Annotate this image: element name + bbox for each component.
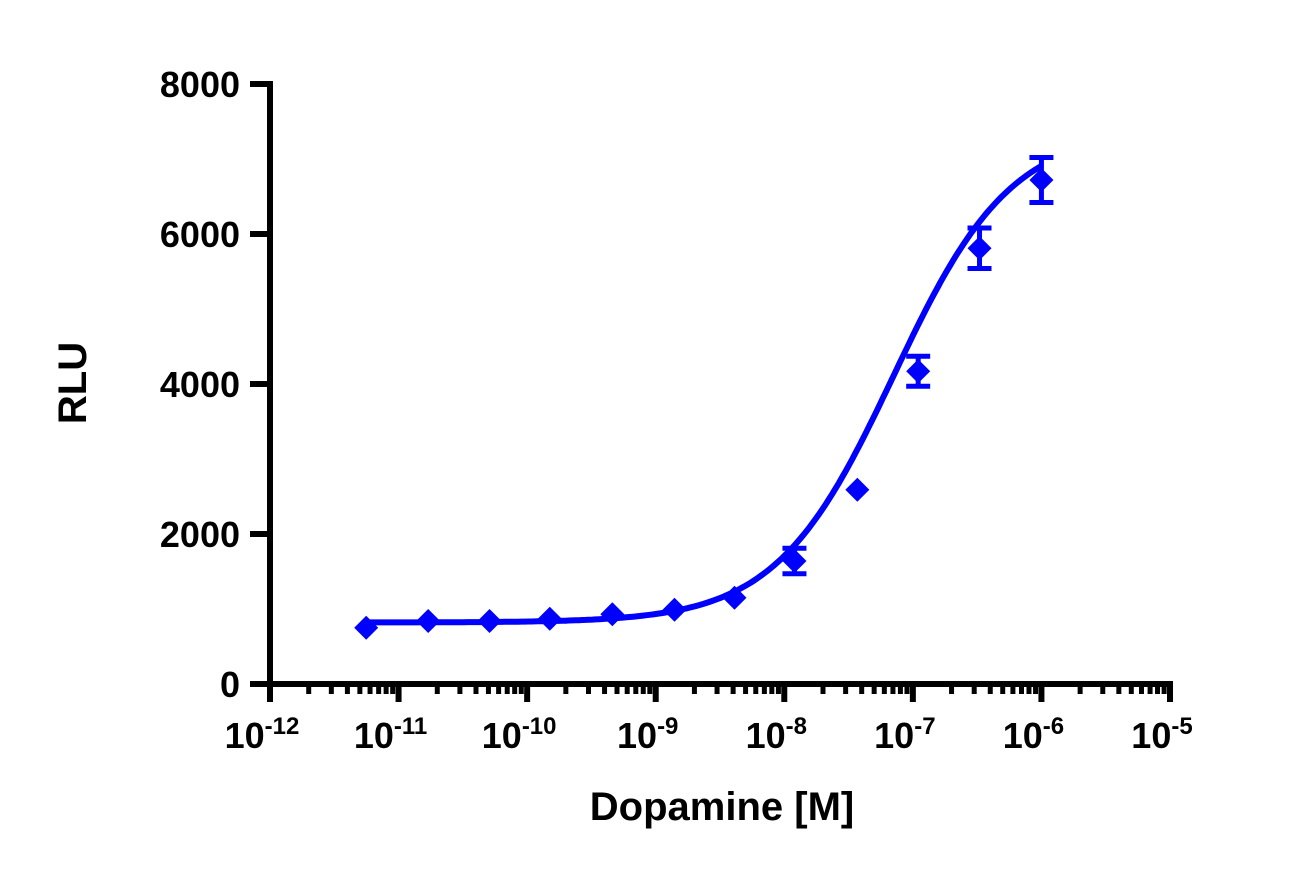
y-tick-label: 2000 bbox=[160, 514, 240, 555]
x-tick-label: 10-11 bbox=[354, 713, 427, 756]
x-tick-label: 10-12 bbox=[225, 713, 300, 756]
x-tick-label: 10-8 bbox=[746, 713, 807, 756]
diamond-marker bbox=[600, 602, 625, 627]
diamond-marker bbox=[1029, 168, 1054, 192]
diamond-marker bbox=[967, 236, 992, 261]
diamond-marker bbox=[845, 477, 870, 502]
diamond-marker bbox=[416, 609, 441, 633]
y-tick-label: 4000 bbox=[160, 364, 240, 405]
diamond-marker bbox=[662, 597, 687, 622]
diamond-marker bbox=[537, 606, 562, 631]
diamond-marker bbox=[354, 615, 379, 640]
diamond-marker bbox=[722, 585, 747, 610]
x-tick-label: 10-5 bbox=[1131, 713, 1192, 756]
x-tick-label: 10-10 bbox=[482, 713, 557, 756]
x-tick-label: 10-6 bbox=[1003, 713, 1064, 756]
y-axis-label: RLU bbox=[51, 342, 95, 424]
y-tick-label: 8000 bbox=[160, 64, 240, 105]
sigmoid-fit-line bbox=[366, 163, 1043, 626]
x-tick-label: 10-7 bbox=[874, 713, 935, 756]
diamond-marker bbox=[906, 359, 931, 384]
x-tick-label: 10-9 bbox=[617, 713, 678, 756]
diamond-marker bbox=[477, 609, 502, 633]
data-points bbox=[354, 155, 1054, 640]
axes: 0 2000 4000 6000 8000 10-12 10-11 10-10 10-9 10-8… bbox=[160, 64, 1193, 756]
y-tick-label: 0 bbox=[220, 664, 240, 705]
fit-curve bbox=[366, 163, 1043, 626]
y-tick-label: 6000 bbox=[160, 214, 240, 255]
x-axis-label: Dopamine [M] bbox=[590, 785, 854, 829]
diamond-marker bbox=[782, 549, 807, 573]
